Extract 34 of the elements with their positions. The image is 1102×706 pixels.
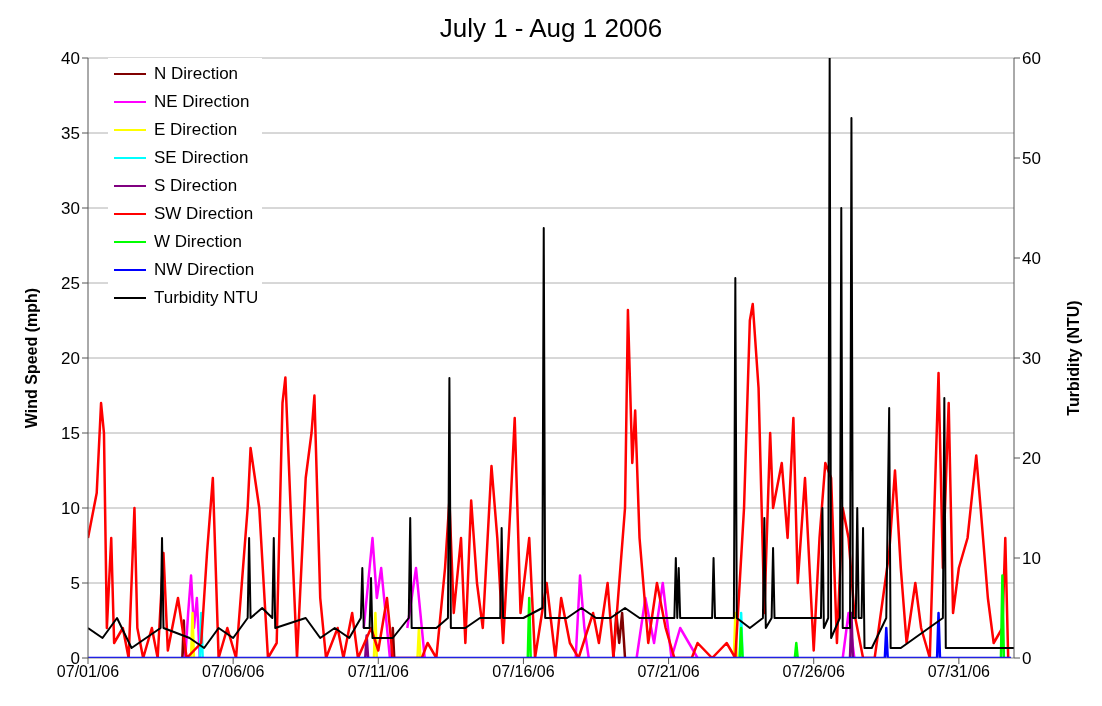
y2-tick-label: 10 <box>1022 549 1041 569</box>
x-tick-label: 07/31/06 <box>927 663 991 681</box>
y-tick-label: 35 <box>61 124 80 144</box>
legend-label: NW Direction <box>154 260 255 280</box>
x-tick-label: 07/26/06 <box>782 663 845 681</box>
line-series <box>88 58 1014 649</box>
y-tick-label: 15 <box>61 424 80 444</box>
chart-title: July 1 - Aug 1 2006 <box>439 13 663 43</box>
y2-tick-label: 50 <box>1022 149 1041 169</box>
y2-tick-label: 40 <box>1022 249 1041 269</box>
y-tick-label: 30 <box>61 199 80 219</box>
legend-label: N Direction <box>154 64 239 84</box>
x-tick-label: 07/16/06 <box>492 663 555 681</box>
x-tick-label: 07/06/06 <box>202 663 265 681</box>
x-tick-label: 07/21/06 <box>637 663 700 681</box>
y-tick-label: 5 <box>70 574 80 594</box>
legend-label: W Direction <box>154 232 242 252</box>
y-tick-label: 10 <box>61 499 80 519</box>
legend-label: E Direction <box>154 120 238 140</box>
y2-axis-title: Turbidity (NTU) <box>1064 300 1082 416</box>
y-axis-title: Wind Speed (mph) <box>22 287 40 429</box>
y2-tick-label: 20 <box>1022 449 1041 469</box>
y2-tick-label: 0 <box>1022 649 1032 669</box>
legend-label: NE Direction <box>154 92 250 112</box>
x-tick-label: 07/11/06 <box>347 663 409 681</box>
y2-tick-label: 30 <box>1022 349 1041 369</box>
y-tick-label: 25 <box>61 274 80 294</box>
y-tick-label: 40 <box>61 49 80 69</box>
legend-label: SE Direction <box>154 148 249 168</box>
y2-tick-label: 60 <box>1022 49 1041 69</box>
legend-label: Turbidity NTU <box>154 288 259 308</box>
legend-label: SW Direction <box>154 204 254 224</box>
legend-label: S Direction <box>154 176 238 196</box>
y-tick-label: 20 <box>61 349 80 369</box>
